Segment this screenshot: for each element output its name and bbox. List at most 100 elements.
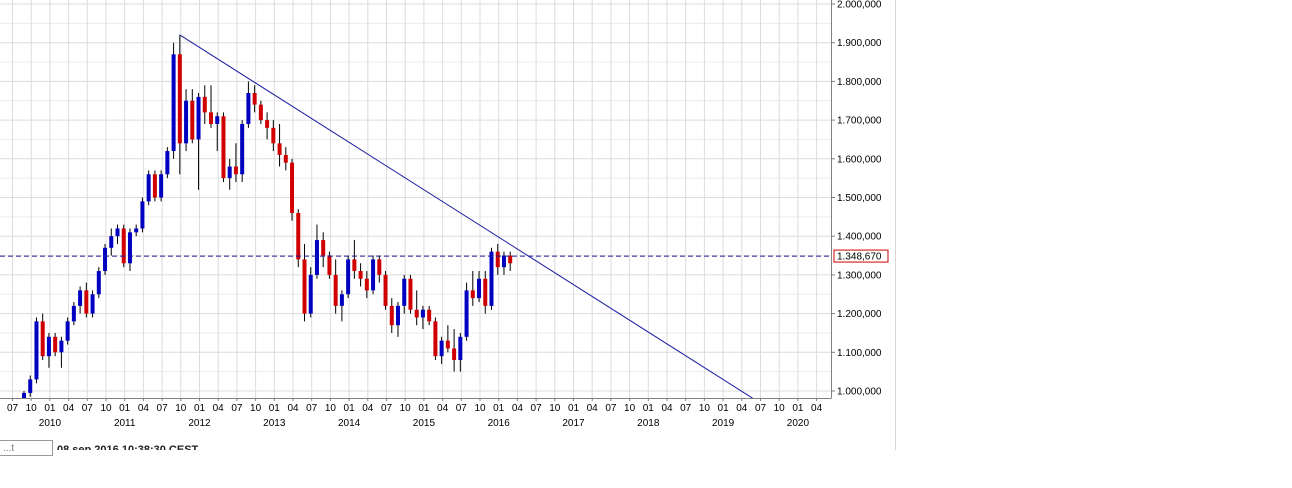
candle-down bbox=[408, 278, 413, 310]
candle-up bbox=[314, 240, 319, 275]
x-tick-label: 01 bbox=[44, 403, 56, 414]
x-tick-label: 07 bbox=[531, 403, 543, 414]
candle-down bbox=[221, 116, 226, 179]
x-year-label: 2019 bbox=[712, 418, 735, 429]
candle-down bbox=[414, 309, 419, 318]
y-tick-label: 1.900,000 bbox=[837, 38, 882, 49]
x-tick-label: 10 bbox=[549, 403, 561, 414]
x-tick-label: 04 bbox=[362, 403, 374, 414]
candle-up bbox=[339, 294, 344, 306]
x-tick-label: 04 bbox=[587, 403, 599, 414]
candle-down bbox=[483, 278, 488, 306]
candle-down bbox=[470, 290, 475, 299]
candle-up bbox=[115, 228, 120, 237]
candle-up bbox=[65, 321, 70, 341]
candle-up bbox=[59, 340, 64, 353]
candle-up bbox=[46, 336, 51, 357]
candle-down bbox=[271, 127, 276, 144]
x-tick-label: 01 bbox=[493, 403, 505, 414]
x-tick-label: 10 bbox=[26, 403, 38, 414]
candle-down bbox=[252, 93, 257, 105]
x-tick-label: 07 bbox=[7, 403, 19, 414]
candle-down bbox=[327, 255, 332, 275]
candle-up bbox=[371, 259, 376, 291]
candle-up bbox=[196, 96, 201, 140]
x-tick-label: 04 bbox=[736, 403, 748, 414]
candle-down bbox=[433, 321, 438, 357]
candle-up bbox=[215, 116, 220, 124]
y-tick-label: 1.200,000 bbox=[837, 309, 882, 320]
x-tick-label: 10 bbox=[774, 403, 786, 414]
x-tick-label: 10 bbox=[624, 403, 636, 414]
x-year-label: 2017 bbox=[562, 418, 585, 429]
x-tick-label: 07 bbox=[755, 403, 767, 414]
plot-area bbox=[0, 34, 831, 398]
candle-down bbox=[508, 255, 513, 264]
trend-line bbox=[179, 34, 754, 398]
candle-up bbox=[501, 255, 506, 268]
x-tick-label: 04 bbox=[287, 403, 299, 414]
candle-up bbox=[489, 251, 494, 306]
x-tick-label: 01 bbox=[792, 403, 804, 414]
candle-down bbox=[333, 274, 338, 306]
x-tick-label: 04 bbox=[63, 403, 75, 414]
x-tick-label: 01 bbox=[119, 403, 131, 414]
candle-up bbox=[240, 123, 245, 175]
x-tick-label: 07 bbox=[306, 403, 318, 414]
status-input-text: ...t bbox=[3, 443, 15, 454]
x-tick-label: 01 bbox=[418, 403, 430, 414]
x-year-label: 2015 bbox=[413, 418, 436, 429]
candle-up bbox=[402, 278, 407, 306]
candle-down bbox=[377, 259, 382, 275]
y-tick-label: 1.500,000 bbox=[837, 193, 882, 204]
candle-down bbox=[383, 274, 388, 306]
current-price-label: 1.348,670 bbox=[837, 252, 882, 263]
candle-up bbox=[22, 392, 26, 398]
candle-up bbox=[458, 336, 463, 361]
candle-up bbox=[246, 93, 251, 124]
y-tick-label: 1.600,000 bbox=[837, 154, 882, 165]
candle-down bbox=[321, 240, 326, 256]
candle-down bbox=[302, 259, 307, 314]
x-tick-label: 10 bbox=[400, 403, 412, 414]
candle-up bbox=[464, 290, 469, 337]
candle-down bbox=[233, 166, 238, 175]
candle-down bbox=[290, 162, 295, 213]
x-tick-label: 07 bbox=[157, 403, 169, 414]
candle-up bbox=[184, 100, 189, 144]
candle-down bbox=[190, 100, 195, 140]
candle-down bbox=[258, 104, 263, 121]
candlestick-chart[interactable]: 1.000,000 1.100,000 1.200,000 1.300,000 1.40… bbox=[0, 0, 895, 450]
y-tick-label: 1.700,000 bbox=[837, 116, 882, 127]
status-input[interactable]: ...t bbox=[0, 440, 53, 456]
x-tick-label: 10 bbox=[250, 403, 262, 414]
candle-down bbox=[265, 120, 270, 128]
x-year-label: 2010 bbox=[39, 418, 62, 429]
y-tick-label: 1.000,000 bbox=[837, 387, 882, 398]
x-tick-label: 01 bbox=[568, 403, 580, 414]
candle-up bbox=[140, 201, 145, 229]
candle-up bbox=[78, 290, 83, 306]
candle-up bbox=[96, 271, 101, 295]
candle-down bbox=[283, 154, 288, 163]
candle-up bbox=[90, 294, 95, 314]
candle-down bbox=[152, 174, 157, 198]
candle-up bbox=[346, 259, 351, 295]
candle-down bbox=[202, 96, 207, 113]
grid-lines bbox=[0, 0, 831, 398]
candle-up bbox=[134, 228, 139, 233]
x-tick-label: 01 bbox=[643, 403, 655, 414]
y-tick-label: 1.300,000 bbox=[837, 270, 882, 281]
x-year-label: 2018 bbox=[637, 418, 660, 429]
candle-up bbox=[396, 305, 400, 326]
candle-down bbox=[209, 112, 213, 124]
x-tick-label: 04 bbox=[213, 403, 225, 414]
x-tick-label: 04 bbox=[811, 403, 823, 414]
chart-panel[interactable]: 1.000,000 1.100,000 1.200,000 1.300,000 1.40… bbox=[0, 0, 896, 450]
x-year-label: 2012 bbox=[188, 418, 211, 429]
x-tick-label: 10 bbox=[325, 403, 337, 414]
candle-up bbox=[71, 305, 76, 322]
y-tick-label: 2.000,000 bbox=[837, 0, 882, 11]
x-tick-label: 10 bbox=[699, 403, 711, 414]
x-tick-label: 07 bbox=[680, 403, 692, 414]
